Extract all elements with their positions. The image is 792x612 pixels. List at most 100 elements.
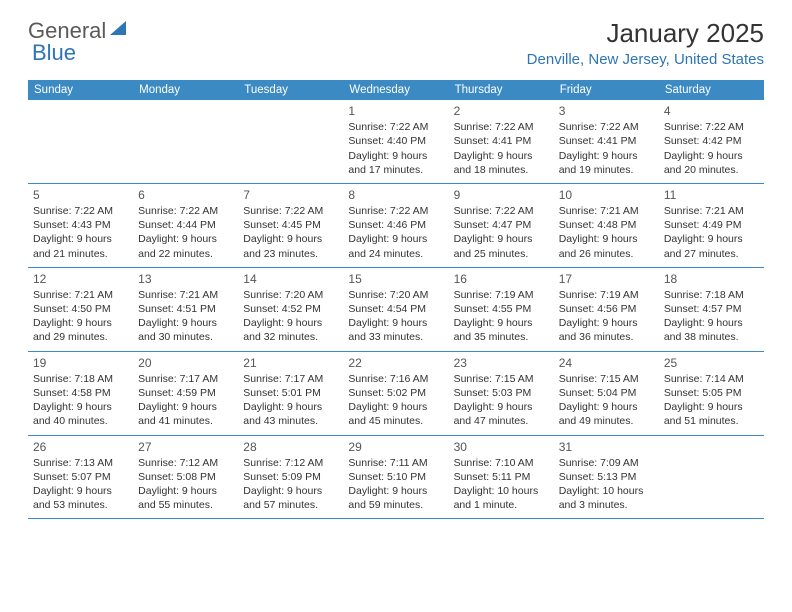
daylight-line: Daylight: 9 hours and 33 minutes.: [348, 316, 443, 344]
sunrise-line: Sunrise: 7:10 AM: [454, 456, 549, 470]
sunrise-line: Sunrise: 7:22 AM: [454, 204, 549, 218]
day-cell: 12Sunrise: 7:21 AMSunset: 4:50 PMDayligh…: [28, 268, 133, 351]
sunrise-line: Sunrise: 7:09 AM: [559, 456, 654, 470]
title-block: January 2025 Denville, New Jersey, Unite…: [527, 18, 764, 68]
day-number: 15: [348, 271, 443, 287]
sunset-line: Sunset: 5:07 PM: [33, 470, 128, 484]
weekday-header-cell: Thursday: [449, 80, 554, 100]
day-number: 1: [348, 103, 443, 119]
sunrise-line: Sunrise: 7:22 AM: [348, 204, 443, 218]
day-number: 8: [348, 187, 443, 203]
sunset-line: Sunset: 4:58 PM: [33, 386, 128, 400]
day-number: 19: [33, 355, 128, 371]
sunrise-line: Sunrise: 7:22 AM: [559, 120, 654, 134]
day-cell: 2Sunrise: 7:22 AMSunset: 4:41 PMDaylight…: [449, 100, 554, 183]
day-cell: 17Sunrise: 7:19 AMSunset: 4:56 PMDayligh…: [554, 268, 659, 351]
daylight-line: Daylight: 9 hours and 53 minutes.: [33, 484, 128, 512]
day-number: 2: [454, 103, 549, 119]
sunrise-line: Sunrise: 7:16 AM: [348, 372, 443, 386]
day-cell: 26Sunrise: 7:13 AMSunset: 5:07 PMDayligh…: [28, 436, 133, 519]
daylight-line: Daylight: 9 hours and 27 minutes.: [664, 232, 759, 260]
daylight-line: Daylight: 9 hours and 45 minutes.: [348, 400, 443, 428]
daylight-line: Daylight: 9 hours and 24 minutes.: [348, 232, 443, 260]
day-cell: 31Sunrise: 7:09 AMSunset: 5:13 PMDayligh…: [554, 436, 659, 519]
sunrise-line: Sunrise: 7:22 AM: [348, 120, 443, 134]
day-cell: 19Sunrise: 7:18 AMSunset: 4:58 PMDayligh…: [28, 352, 133, 435]
weekday-header-cell: Sunday: [28, 80, 133, 100]
sunrise-line: Sunrise: 7:17 AM: [243, 372, 338, 386]
month-title: January 2025: [527, 18, 764, 49]
daylight-line: Daylight: 9 hours and 23 minutes.: [243, 232, 338, 260]
empty-day-cell: [28, 100, 133, 183]
week-row: 26Sunrise: 7:13 AMSunset: 5:07 PMDayligh…: [28, 436, 764, 520]
weekday-header-cell: Saturday: [659, 80, 764, 100]
sunrise-line: Sunrise: 7:13 AM: [33, 456, 128, 470]
header: General January 2025 Denville, New Jerse…: [0, 0, 792, 76]
week-row: 12Sunrise: 7:21 AMSunset: 4:50 PM Dayligh…: [28, 268, 764, 352]
day-number: 16: [454, 271, 549, 287]
sunrise-line: Sunrise: 7:22 AM: [454, 120, 549, 134]
day-cell: 4Sunrise: 7:22 AMSunset: 4:42 PMDaylight…: [659, 100, 764, 183]
brand-text-2: Blue: [32, 40, 76, 66]
weekday-header-row: SundayMondayTuesdayWednesdayThursdayFrid…: [28, 80, 764, 100]
day-number: 18: [664, 271, 759, 287]
day-cell: 18Sunrise: 7:18 AMSunset: 4:57 PMDayligh…: [659, 268, 764, 351]
daylight-line: Daylight: 9 hours and 59 minutes.: [348, 484, 443, 512]
day-number: 12: [33, 271, 128, 287]
day-number: 21: [243, 355, 338, 371]
sunset-line: Sunset: 4:59 PM: [138, 386, 233, 400]
weekday-header-cell: Tuesday: [238, 80, 343, 100]
week-row: 5Sunrise: 7:22 AMSunset: 4:43 PMDaylight…: [28, 184, 764, 268]
sunset-line: Sunset: 4:40 PM: [348, 134, 443, 148]
day-number: 24: [559, 355, 654, 371]
sunset-line: Sunset: 5:01 PM: [243, 386, 338, 400]
daylight-line: Daylight: 9 hours and 19 minutes.: [559, 149, 654, 177]
day-number: 7: [243, 187, 338, 203]
day-cell: 14Sunrise: 7:20 AMSunset: 4:52 PMDayligh…: [238, 268, 343, 351]
sunset-line: Sunset: 4:42 PM: [664, 134, 759, 148]
day-cell: 30Sunrise: 7:10 AMSunset: 5:11 PMDayligh…: [449, 436, 554, 519]
daylight-line: Daylight: 9 hours and 25 minutes.: [454, 232, 549, 260]
daylight-line: Daylight: 9 hours and 41 minutes.: [138, 400, 233, 428]
daylight-line: Daylight: 9 hours and 30 minutes.: [138, 316, 233, 344]
sunset-line: Sunset: 4:50 PM: [33, 302, 128, 316]
day-cell: 13Sunrise: 7:21 AMSunset: 4:51 PMDayligh…: [133, 268, 238, 351]
sunset-line: Sunset: 5:13 PM: [559, 470, 654, 484]
day-cell: 25Sunrise: 7:14 AMSunset: 5:05 PMDayligh…: [659, 352, 764, 435]
sunrise-line: Sunrise: 7:21 AM: [33, 288, 128, 302]
day-number: 13: [138, 271, 233, 287]
daylight-line: Daylight: 9 hours and 51 minutes.: [664, 400, 759, 428]
week-row: 1Sunrise: 7:22 AMSunset: 4:40 PMDaylight…: [28, 100, 764, 184]
daylight-line: Daylight: 9 hours and 36 minutes.: [559, 316, 654, 344]
sunset-line: Sunset: 4:55 PM: [454, 302, 549, 316]
day-number: 10: [559, 187, 654, 203]
sunrise-line: Sunrise: 7:20 AM: [243, 288, 338, 302]
day-cell: 29Sunrise: 7:11 AMSunset: 5:10 PMDayligh…: [343, 436, 448, 519]
sunrise-line: Sunrise: 7:12 AM: [243, 456, 338, 470]
daylight-line: Daylight: 9 hours and 38 minutes.: [664, 316, 759, 344]
sunset-line: Sunset: 4:43 PM: [33, 218, 128, 232]
sunrise-line: Sunrise: 7:15 AM: [454, 372, 549, 386]
day-cell: 20Sunrise: 7:17 AMSunset: 4:59 PMDayligh…: [133, 352, 238, 435]
day-cell: 11Sunrise: 7:21 AMSunset: 4:49 PMDayligh…: [659, 184, 764, 267]
week-row: 19Sunrise: 7:18 AMSunset: 4:58 PMDayligh…: [28, 352, 764, 436]
location-text: Denville, New Jersey, United States: [527, 51, 764, 68]
sunrise-line: Sunrise: 7:18 AM: [664, 288, 759, 302]
sunset-line: Sunset: 4:44 PM: [138, 218, 233, 232]
daylight-line: Daylight: 9 hours and 17 minutes.: [348, 149, 443, 177]
daylight-line: Daylight: 9 hours and 49 minutes.: [559, 400, 654, 428]
sunset-line: Sunset: 5:08 PM: [138, 470, 233, 484]
weekday-header-cell: Friday: [554, 80, 659, 100]
sunset-line: Sunset: 4:41 PM: [559, 134, 654, 148]
day-number: 26: [33, 439, 128, 455]
sunset-line: Sunset: 5:02 PM: [348, 386, 443, 400]
day-cell: 24Sunrise: 7:15 AMSunset: 5:04 PMDayligh…: [554, 352, 659, 435]
sunset-line: Sunset: 5:09 PM: [243, 470, 338, 484]
sunrise-line: Sunrise: 7:14 AM: [664, 372, 759, 386]
sunrise-line: Sunrise: 7:19 AM: [559, 288, 654, 302]
daylight-line: Daylight: 9 hours and 47 minutes.: [454, 400, 549, 428]
daylight-line: Daylight: 9 hours and 18 minutes.: [454, 149, 549, 177]
empty-day-cell: [133, 100, 238, 183]
sunset-line: Sunset: 5:03 PM: [454, 386, 549, 400]
day-cell: 28Sunrise: 7:12 AMSunset: 5:09 PMDayligh…: [238, 436, 343, 519]
